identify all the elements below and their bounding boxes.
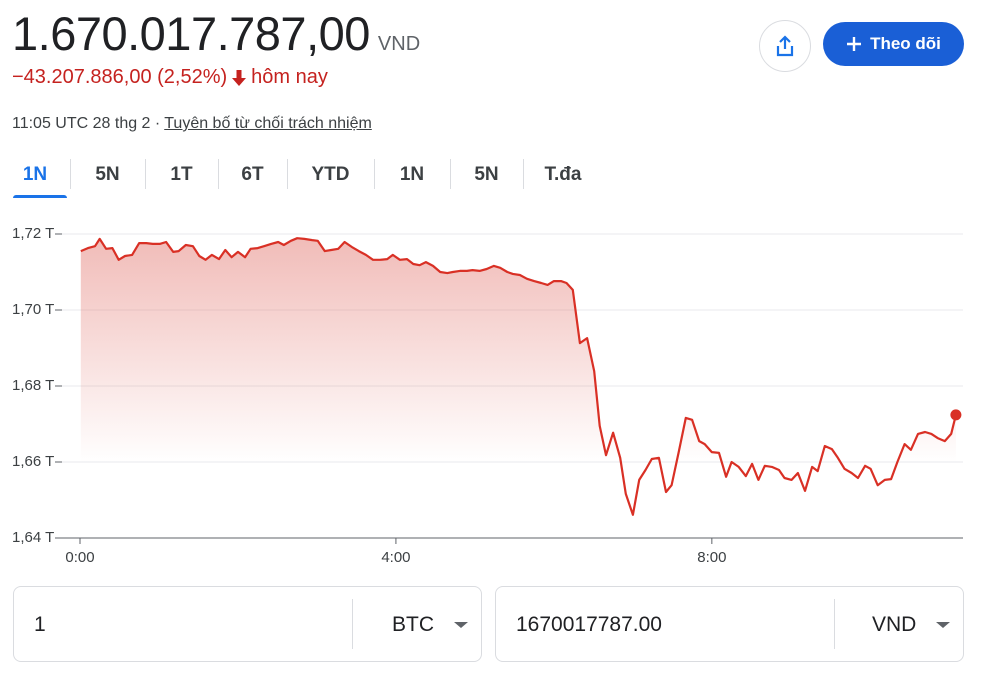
area (80, 238, 956, 538)
range-tab[interactable]: 1N (374, 155, 450, 195)
x-tick-label: 8:00 (697, 549, 726, 566)
down-arrow-icon (232, 69, 247, 86)
currency: VND (377, 33, 421, 55)
price: 1.670.017.787,00 (12, 7, 370, 60)
share-button[interactable] (759, 20, 811, 72)
to-amount: 1670017787.00 (516, 613, 662, 636)
range-tab[interactable]: 5N (70, 155, 145, 195)
from-amount: 1 (34, 613, 46, 636)
price-row: 1.670.017.787,00 VND (12, 6, 420, 61)
x-tick-label: 0:00 (65, 549, 94, 566)
y-tick-label: 1,72 T (12, 225, 54, 242)
timestamp-row: 11:05 UTC 28 thg 2 · Tuyên bố từ chối trá… (12, 115, 372, 133)
change: −43.207.886,00 (2,52%) (12, 66, 228, 88)
divider (352, 599, 353, 649)
to-box[interactable]: 1670017787.00 VND (495, 586, 964, 662)
y-tick-label: 1,64 T (12, 529, 54, 546)
range-tab[interactable]: T.đa (523, 155, 603, 195)
timestamp: 11:05 UTC 28 thg 2 · (12, 115, 161, 132)
range-tab[interactable]: YTD (287, 155, 374, 195)
y-tick-label: 1,68 T (12, 377, 54, 394)
range-tab[interactable]: 6T (218, 155, 287, 195)
line (80, 237, 957, 516)
y-tick-label: 1,66 T (12, 453, 54, 470)
dropdown-arrow (936, 622, 950, 628)
change-row: −43.207.886,00 (2,52%) hôm nay (12, 66, 328, 89)
x-tick-label: 4:00 (381, 549, 410, 566)
range-tab[interactable]: 1N (0, 155, 70, 198)
share-icon (776, 35, 794, 57)
from-box[interactable]: 1 BTC (13, 586, 482, 662)
range-tab[interactable]: 5N (450, 155, 523, 195)
from-currency: BTC (392, 613, 434, 636)
last-point (950, 409, 962, 421)
follow-button[interactable]: Theo dõi (823, 22, 964, 66)
plus-icon (847, 37, 862, 51)
range-tab[interactable]: 1T (145, 155, 218, 195)
price-chart: 1,64 T 1,66 T 1,68 T 1,70 T 1,72 T 0:00 4:00 8:… (12, 225, 963, 566)
y-tick-label: 1,70 T (12, 301, 54, 318)
divider (834, 599, 835, 649)
range-tabs: 1N 5N 1T 6T YTD 1N 5N T.đa (0, 155, 603, 198)
change-period: hôm nay (251, 66, 328, 88)
to-currency: VND (872, 613, 917, 636)
disclaimer-link[interactable]: Tuyên bố từ chối trách nhiệm (164, 115, 372, 132)
follow-label: Theo dõi (870, 34, 941, 53)
dropdown-arrow (454, 622, 468, 628)
